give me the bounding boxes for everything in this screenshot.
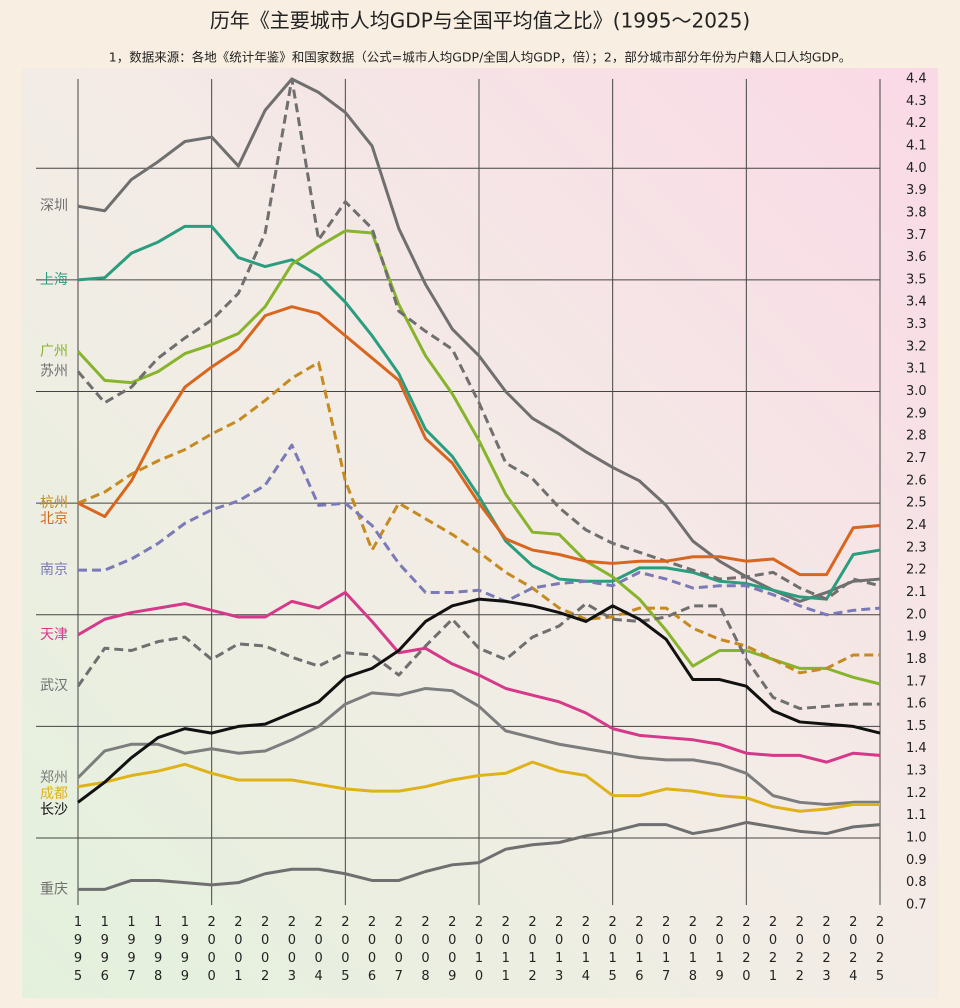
legend-label: 南京 [40, 562, 68, 578]
x-tick-label: 1998 [151, 915, 166, 987]
x-tick-label: 2002 [258, 915, 273, 987]
legend-label: 杭州 [40, 495, 68, 511]
legend-label: 北京 [40, 511, 68, 527]
plot-background [22, 68, 938, 998]
y-tick-label: 1.3 [906, 764, 927, 779]
y-tick-label: 3.9 [906, 183, 927, 198]
series-line [76, 686, 880, 807]
x-tick-label: 2000 [204, 915, 219, 987]
x-tick-label: 2011 [498, 915, 513, 987]
y-tick-label: 0.7 [906, 898, 927, 913]
y-tick-label: 1.4 [906, 741, 927, 756]
x-tick-label: 2014 [578, 915, 593, 987]
legend-label: 上海 [40, 272, 68, 288]
series-line [77, 590, 881, 764]
y-tick-label: 2.4 [906, 518, 927, 533]
legend-label: 广州 [40, 343, 68, 359]
x-tick-label: 2004 [311, 915, 326, 987]
x-tick-label: 2019 [712, 915, 727, 987]
x-tick-label: 2007 [391, 915, 406, 987]
x-tick-label: 2001 [231, 915, 246, 987]
y-tick-label: 2.6 [906, 473, 927, 488]
y-tick-label: 2.2 [906, 563, 927, 578]
legend-label: 重庆 [40, 881, 68, 897]
y-tick-label: 4.1 [906, 138, 927, 153]
series-line [77, 224, 881, 601]
chart-title: 历年《主要城市人均GDP与全国平均值之比》(1995～2025) [210, 9, 750, 33]
y-tick-label: 4.4 [906, 72, 927, 87]
legend-label: 天津 [40, 627, 68, 643]
x-tick-label: 2025 [873, 915, 888, 987]
series-line [78, 443, 881, 617]
x-tick-label: 2018 [685, 915, 700, 987]
y-tick-label: 3.0 [906, 384, 927, 399]
y-tick-label: 1.6 [906, 697, 927, 712]
x-tick-label: 2020 [739, 915, 754, 987]
x-tick-label: 2009 [445, 915, 460, 987]
y-tick-label: 2.8 [906, 429, 927, 444]
series-line [77, 305, 881, 577]
y-tick-label: 1.9 [906, 630, 927, 645]
y-tick-label: 3.4 [906, 295, 927, 310]
x-tick-label: 1997 [124, 915, 139, 987]
x-tick-label: 1996 [97, 915, 112, 987]
x-tick-label: 2003 [284, 915, 299, 987]
y-tick-label: 4.3 [906, 94, 927, 109]
y-tick-label: 3.2 [906, 339, 927, 354]
x-tick-label: 2023 [819, 915, 834, 987]
y-tick-label: 0.8 [906, 875, 927, 890]
y-tick-label: 2.9 [906, 406, 927, 421]
y-tick-label: 3.8 [906, 205, 927, 220]
legend-label: 郑州 [40, 770, 68, 786]
x-tick-label: 1995 [71, 915, 86, 987]
y-tick-label: 2.1 [906, 585, 927, 600]
y-tick-label: 0.9 [906, 853, 927, 868]
x-tick-label: 2008 [418, 915, 433, 987]
y-tick-label: 2.3 [906, 540, 927, 555]
y-tick-label: 2.7 [906, 451, 927, 466]
legend-label: 武汉 [40, 678, 68, 694]
y-tick-label: 4.0 [906, 161, 927, 176]
y-tick-label: 3.7 [906, 228, 927, 243]
x-tick-label: 2006 [365, 915, 380, 987]
legend-label: 长沙 [40, 802, 68, 818]
y-tick-label: 4.2 [906, 116, 927, 131]
y-tick-label: 1.7 [906, 674, 927, 689]
y-tick-label: 2.5 [906, 496, 927, 511]
x-tick-label: 2015 [605, 915, 620, 987]
legend-label: 苏州 [40, 363, 68, 379]
x-tick-label: 2005 [338, 915, 353, 987]
y-tick-label: 1.1 [906, 808, 927, 823]
y-tick-label: 1.5 [906, 719, 927, 734]
series-line [76, 229, 881, 686]
legend-label: 深圳 [40, 198, 68, 214]
series-line [78, 820, 881, 891]
x-tick-label: 1999 [177, 915, 192, 987]
y-tick-label: 3.6 [906, 250, 927, 265]
x-tick-label: 2012 [525, 915, 540, 987]
series-line [77, 760, 880, 813]
y-tick-label: 3.3 [906, 317, 927, 332]
x-tick-label: 2021 [766, 915, 781, 987]
y-tick-label: 1.0 [906, 831, 927, 846]
y-tick-label: 1.2 [906, 786, 927, 801]
x-tick-label: 2016 [632, 915, 647, 987]
series-line [77, 361, 880, 675]
chart-subtitle: 1，数据来源：各地《统计年鉴》和国家数据（公式=城市人均GDP/全国人均GDP，… [109, 50, 851, 65]
y-tick-label: 3.1 [906, 362, 927, 377]
x-tick-label: 2022 [792, 915, 807, 987]
y-tick-label: 2.0 [906, 607, 927, 622]
legend-label: 成都 [40, 786, 68, 802]
y-tick-label: 1.8 [906, 652, 927, 667]
series-line [77, 597, 881, 804]
x-tick-label: 2013 [552, 915, 567, 987]
y-tick-label: 3.5 [906, 272, 927, 287]
x-tick-label: 2024 [846, 915, 861, 987]
x-tick-label: 2010 [472, 915, 487, 987]
series-line [76, 77, 881, 601]
series-line [76, 602, 880, 711]
x-tick-label: 2017 [659, 915, 674, 987]
